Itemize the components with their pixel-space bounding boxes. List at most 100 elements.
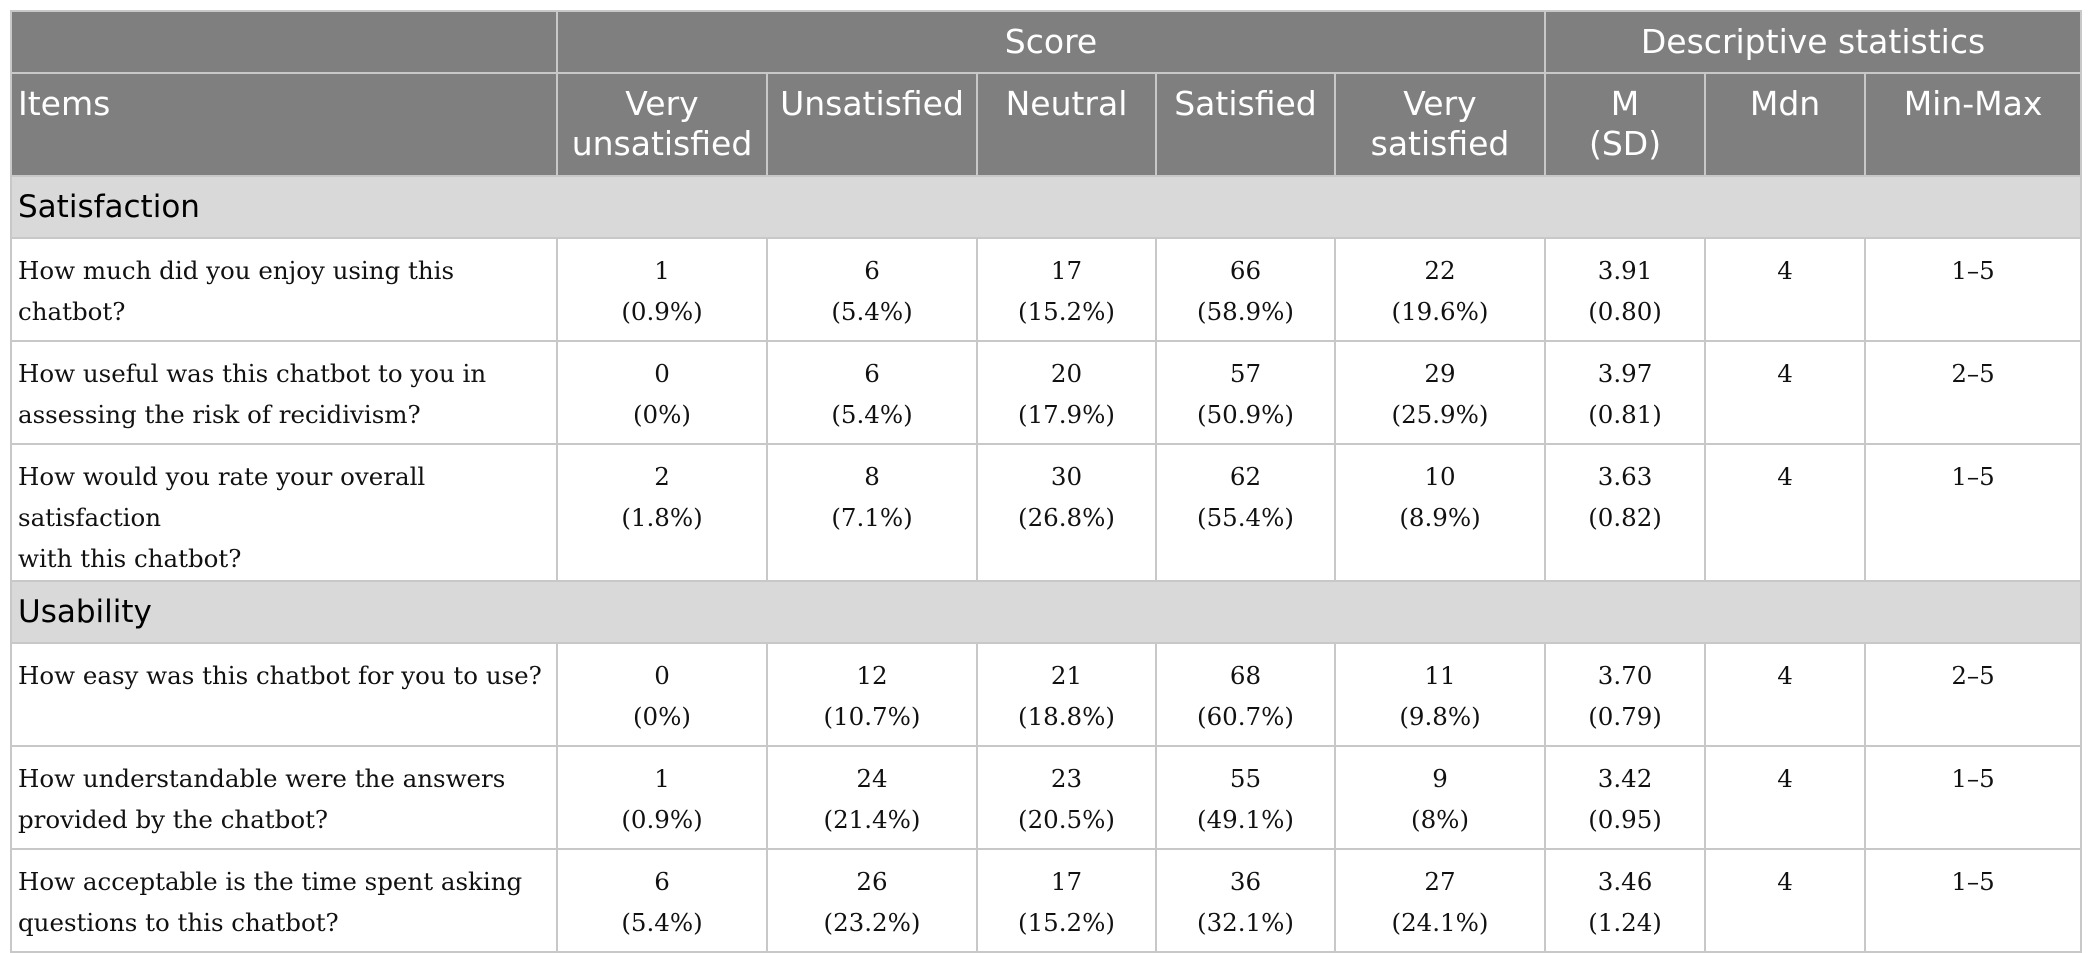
mean-value: 3.70	[1597, 661, 1653, 690]
score-count: 17	[1050, 256, 1083, 285]
header-min-max: Min-Max	[1864, 72, 2083, 177]
mean-value: 3.42	[1597, 764, 1653, 793]
score-count: 24	[856, 764, 888, 793]
score-cell-neutral: 23 (20.5%)	[976, 745, 1157, 850]
score-percent: (5.4%)	[621, 908, 703, 937]
score-percent: (10.7%)	[823, 702, 921, 731]
score-cell-unsatisfied: 8 (7.1%)	[766, 443, 978, 582]
header-blank	[10, 10, 558, 74]
score-count: 6	[654, 867, 670, 896]
item-question-line: How much did you enjoy using this chatbo…	[18, 256, 455, 326]
score-cell-very-satisfied: 10 (8.9%)	[1333, 443, 1547, 582]
mean-sd-cell: 3.42 (0.95)	[1544, 745, 1707, 850]
item-question: How acceptable is the time spent asking q…	[10, 848, 558, 953]
score-percent: (5.4%)	[831, 400, 913, 429]
score-percent: (20.5%)	[1018, 805, 1115, 834]
score-count: 23	[1050, 764, 1083, 793]
score-count: 6	[864, 256, 880, 285]
header-score: Score	[555, 10, 1547, 74]
mean-value: 3.63	[1597, 462, 1653, 491]
score-percent: (32.1%)	[1197, 908, 1294, 937]
score-count: 29	[1424, 359, 1456, 388]
score-count: 20	[1050, 359, 1083, 388]
item-question: How would you rate your overall satisfac…	[10, 443, 558, 582]
score-percent: (17.9%)	[1018, 400, 1115, 429]
score-percent: (19.6%)	[1391, 297, 1489, 326]
score-cell-very-unsatisfied: 0 (0%)	[556, 642, 768, 747]
score-count: 9	[1432, 764, 1448, 793]
score-cell-neutral: 20 (17.9%)	[976, 340, 1157, 445]
score-cell-unsatisfied: 6 (5.4%)	[766, 340, 978, 445]
score-cell-satisfied: 57 (50.9%)	[1155, 340, 1336, 445]
score-cell-very-satisfied: 27 (24.1%)	[1333, 848, 1547, 953]
score-percent: (15.2%)	[1018, 908, 1115, 937]
header-m-sd: M (SD)	[1544, 72, 1707, 177]
header-m: M	[1610, 84, 1640, 123]
score-count: 17	[1050, 867, 1083, 896]
item-question-line: provided by the chatbot?	[18, 805, 329, 834]
score-count: 27	[1424, 867, 1456, 896]
table-row: How easy was this chatbot for you to use…	[10, 642, 2083, 747]
table-row: How would you rate your overall satisfac…	[10, 443, 2083, 582]
score-cell-very-unsatisfied: 0 (0%)	[556, 340, 768, 445]
header-very-unsatisfied-line2: unsatisfied	[571, 124, 753, 163]
sd-value: (0.79)	[1588, 702, 1662, 731]
min-max-cell: 1–5	[1864, 745, 2083, 850]
score-cell-satisfied: 66 (58.9%)	[1155, 237, 1336, 342]
item-question-line: with this chatbot?	[18, 544, 242, 573]
score-cell-very-satisfied: 11 (9.8%)	[1333, 642, 1547, 747]
score-percent: (60.7%)	[1197, 702, 1294, 731]
score-count: 21	[1050, 661, 1083, 690]
score-cell-unsatisfied: 6 (5.4%)	[766, 237, 978, 342]
score-percent: (0%)	[633, 400, 691, 429]
score-percent: (23.2%)	[823, 908, 921, 937]
item-question: How understandable were the answers provi…	[10, 745, 558, 850]
score-cell-neutral: 21 (18.8%)	[976, 642, 1157, 747]
min-max-cell: 1–5	[1864, 848, 2083, 953]
score-cell-satisfied: 55 (49.1%)	[1155, 745, 1336, 850]
score-cell-satisfied: 36 (32.1%)	[1155, 848, 1336, 953]
header-items: Items	[10, 72, 558, 177]
item-question-line: How easy was this chatbot for you to use…	[18, 661, 542, 690]
score-cell-very-satisfied: 29 (25.9%)	[1333, 340, 1547, 445]
score-percent: (25.9%)	[1391, 400, 1489, 429]
score-percent: (18.8%)	[1018, 702, 1115, 731]
item-question: How easy was this chatbot for you to use…	[10, 642, 558, 747]
results-table-container: Score Descriptive statistics Items Very …	[9, 10, 2083, 953]
header-very-satisfied-line1: Very	[1403, 84, 1477, 123]
score-count: 12	[856, 661, 888, 690]
header-very-satisfied-line2: satisfied	[1370, 124, 1510, 163]
median-cell: 4	[1704, 237, 1867, 342]
section-title: Usability	[9, 580, 2083, 644]
score-percent: (26.8%)	[1018, 503, 1115, 532]
score-cell-unsatisfied: 12 (10.7%)	[766, 642, 978, 747]
score-count: 8	[864, 462, 880, 491]
score-count: 2	[654, 462, 670, 491]
median-cell: 4	[1704, 642, 1867, 747]
score-percent: (0.9%)	[621, 805, 703, 834]
item-question-line: assessing the risk of recidivism?	[18, 400, 421, 429]
score-count: 0	[654, 359, 670, 388]
score-percent: (15.2%)	[1018, 297, 1115, 326]
min-max-cell: 1–5	[1864, 237, 2083, 342]
score-count: 6	[864, 359, 880, 388]
score-percent: (9.8%)	[1399, 702, 1481, 731]
score-percent: (8.9%)	[1399, 503, 1481, 532]
header-very-unsatisfied-line1: Very	[625, 84, 699, 123]
median-cell: 4	[1704, 340, 1867, 445]
header-mdn: Mdn	[1704, 72, 1867, 177]
mean-sd-cell: 3.46 (1.24)	[1544, 848, 1707, 953]
section-title: Satisfaction	[9, 175, 2083, 239]
score-count: 68	[1229, 661, 1262, 690]
score-cell-neutral: 17 (15.2%)	[976, 237, 1157, 342]
item-question-line: How understandable were the answers	[18, 764, 506, 793]
score-percent: (1.8%)	[621, 503, 703, 532]
score-cell-satisfied: 68 (60.7%)	[1155, 642, 1336, 747]
score-cell-unsatisfied: 24 (21.4%)	[766, 745, 978, 850]
median-cell: 4	[1704, 745, 1867, 850]
score-percent: (55.4%)	[1197, 503, 1294, 532]
header-unsatisfied: Unsatisfied	[766, 72, 978, 177]
sd-value: (1.24)	[1588, 908, 1662, 937]
score-cell-very-unsatisfied: 1 (0.9%)	[556, 237, 768, 342]
sd-value: (0.82)	[1588, 503, 1662, 532]
